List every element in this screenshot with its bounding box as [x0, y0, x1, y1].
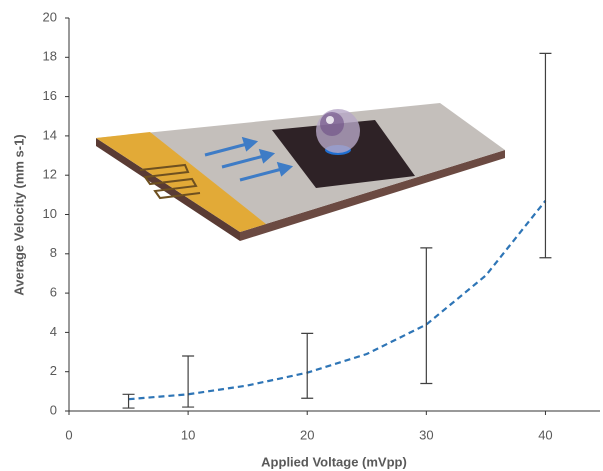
y-tick-label: 4 — [50, 324, 57, 339]
y-tick-label: 14 — [43, 127, 57, 142]
x-tick-label: 0 — [65, 427, 72, 442]
y-tick-label: 0 — [50, 402, 57, 417]
x-axis-title: Applied Voltage (mVpp) — [261, 454, 407, 469]
device-illustration — [96, 103, 505, 241]
y-axis-title: Average Velocity (mm s-1) — [11, 134, 26, 295]
x-tick-label: 30 — [419, 427, 433, 442]
x-tick-label: 10 — [181, 427, 195, 442]
y-tick-label: 6 — [50, 285, 57, 300]
y-tick-label: 2 — [50, 363, 57, 378]
error-bar — [123, 394, 135, 408]
y-tick-label: 10 — [43, 206, 57, 221]
chart: Applied Voltage (mVpp) Average Velocity … — [0, 0, 603, 471]
y-tick-label: 18 — [43, 49, 57, 64]
y-tick-label: 16 — [43, 88, 57, 103]
trend-line — [129, 201, 546, 399]
error-bar — [182, 356, 194, 407]
y-tick-label: 8 — [50, 245, 57, 260]
error-bar — [420, 248, 432, 384]
y-tick-label: 20 — [43, 9, 57, 24]
error-bar — [539, 53, 551, 257]
y-tick-label: 12 — [43, 167, 57, 182]
x-tick-label: 40 — [538, 427, 552, 442]
error-bar — [301, 333, 313, 398]
x-tick-label: 20 — [300, 427, 314, 442]
